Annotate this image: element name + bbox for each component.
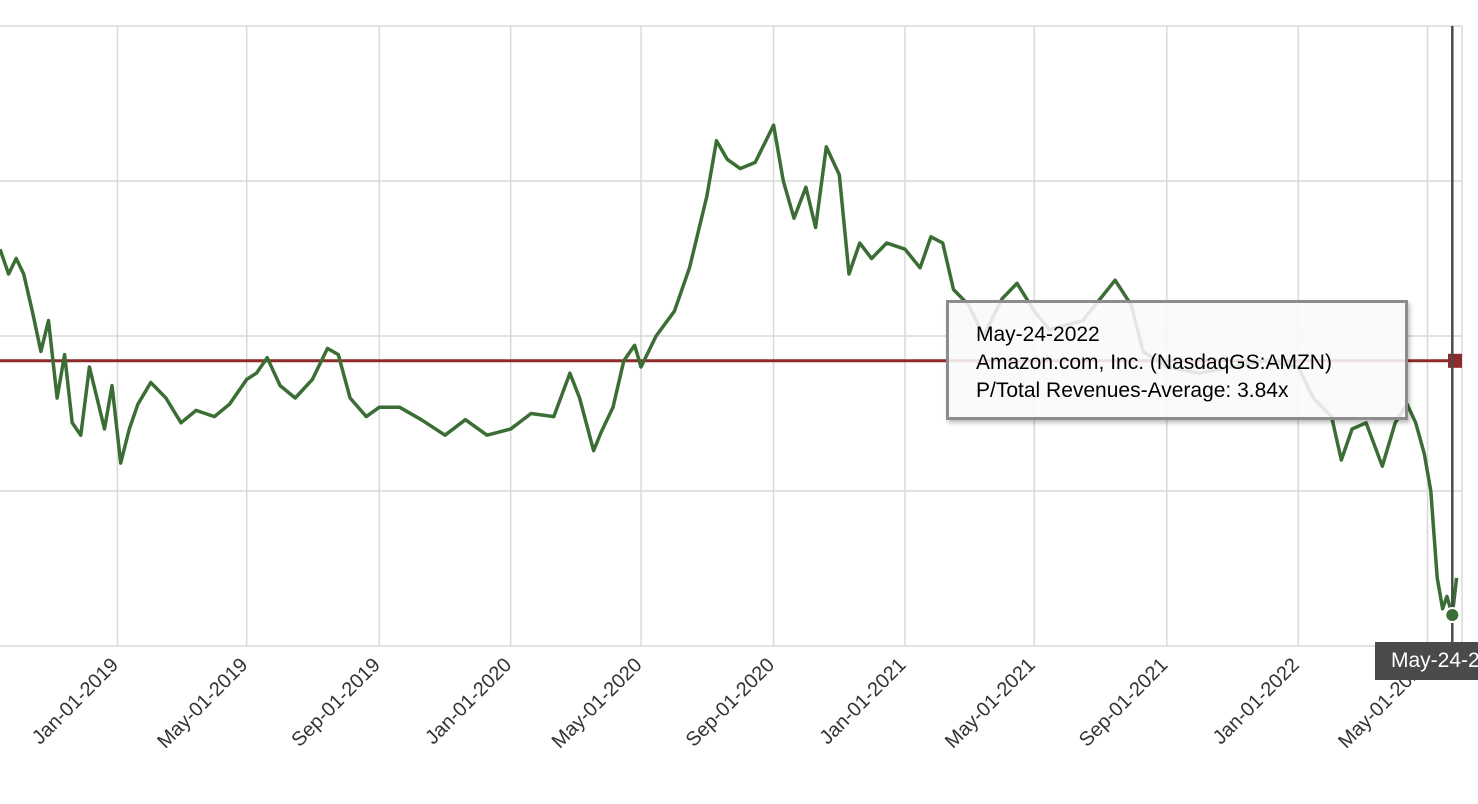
x-tick-label: Jan-01-2022 <box>1209 654 1304 749</box>
x-tick-label: Jan-01-2019 <box>28 654 123 749</box>
data-tooltip: May-24-2022 Amazon.com, Inc. (NasdaqGS:A… <box>946 300 1408 420</box>
crosshair-layer <box>1444 26 1461 646</box>
tooltip-metric: P/Total Revenues-Average: 3.84x <box>976 379 1289 402</box>
x-tick-label: Sep-01-2019 <box>287 654 384 751</box>
x-tick-label: May-01-2020 <box>548 654 647 753</box>
x-tick-label: May-01-2021 <box>941 654 1040 753</box>
x-tick-label: Jan-01-2020 <box>421 654 516 749</box>
tooltip-company: Amazon.com, Inc. (NasdaqGS:AMZN) <box>976 351 1332 374</box>
crosshair-date-badge: May-24-2022 <box>1375 642 1478 680</box>
x-tick-label: Sep-01-2020 <box>682 654 779 751</box>
x-tick-label: Sep-01-2021 <box>1075 654 1172 751</box>
x-tick-label: Jan-01-2021 <box>816 654 911 749</box>
highlight-point <box>1444 607 1461 623</box>
average-line-marker <box>1448 353 1462 368</box>
tooltip-date: May-24-2022 <box>976 323 1100 346</box>
x-tick-label: May-01-2019 <box>153 654 252 753</box>
x-axis-labels: Jan-01-2019 May-01-2019 Sep-01-2019 Jan-01-… <box>28 654 1433 753</box>
